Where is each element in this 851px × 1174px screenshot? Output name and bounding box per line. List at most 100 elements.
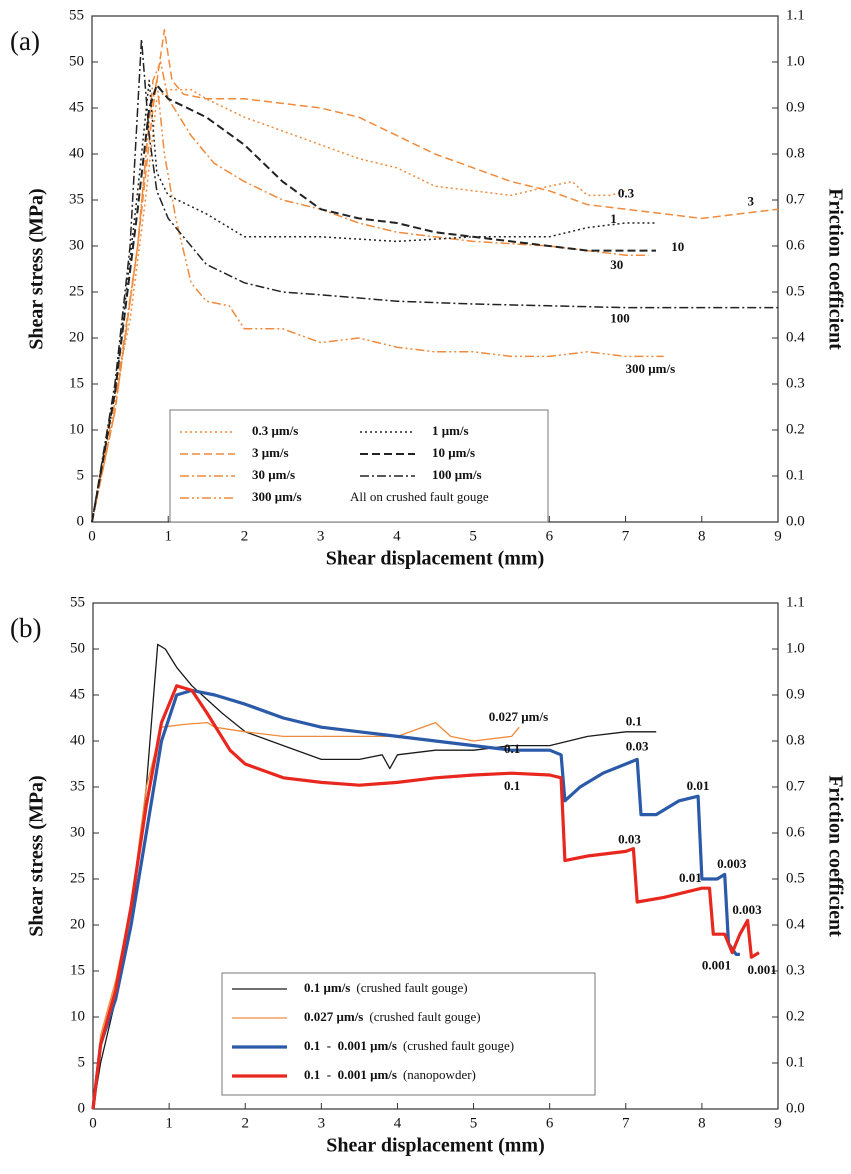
y2-tick-label: 0.6 <box>786 824 805 840</box>
y-tick-label: 45 <box>70 686 85 702</box>
y2-tick-label: 0.2 <box>786 1008 805 1024</box>
x-tick-label: 7 <box>622 528 630 544</box>
x-tick-label: 9 <box>774 1115 782 1131</box>
x-tick-label: 3 <box>317 528 325 544</box>
y-tick-label: 10 <box>70 1008 85 1024</box>
annotation: 300 μm/s <box>626 361 676 376</box>
y-tick-label: 0 <box>78 1100 86 1116</box>
x-tick-label: 6 <box>546 1115 554 1131</box>
annotation: 0.003 <box>732 902 762 917</box>
legend-label: 0.027 μm/s <box>304 1009 363 1024</box>
legend-label: 0.1 μm/s <box>304 980 350 995</box>
y2-tick-label: 0.9 <box>786 99 805 115</box>
annotation: 3 <box>748 194 755 209</box>
y-tick-label: 25 <box>69 283 84 299</box>
legend-label: 10 μm/s <box>432 445 475 460</box>
annotation: 0.003 <box>717 856 747 871</box>
y2-tick-label: 0.2 <box>786 421 805 437</box>
legend-note: (crushed fault gouge) <box>356 980 467 995</box>
y2-tick-label: 0.3 <box>786 962 805 978</box>
annotation: 1 <box>610 211 617 226</box>
y-tick-label: 30 <box>69 237 84 253</box>
legend-box <box>169 409 549 523</box>
series-line <box>91 79 664 523</box>
legend-label: 0.1 - 0.001 μm/s <box>304 1067 397 1082</box>
y-tick-label: 55 <box>69 7 84 23</box>
annotation: 0.03 <box>618 831 641 846</box>
x-tick-label: 0 <box>89 1115 97 1131</box>
panel: (a)0 1 2 3 4 5 6 7 8 905101520253035404550550.00.… <box>10 7 846 569</box>
y2-tick-label: 0.9 <box>786 686 805 702</box>
y2-tick-label: 0.3 <box>786 375 805 391</box>
panel: (b)0 1 2 3 4 5 6 7 8 905101520253035404550550.00.… <box>10 594 846 1156</box>
annotation: 0.1 <box>626 714 642 729</box>
y2-tick-label: 0.0 <box>786 1100 805 1116</box>
annotation: 0.3 <box>618 185 635 200</box>
x-tick-label: 8 <box>698 1115 706 1131</box>
x-tick-label: 7 <box>622 1115 630 1131</box>
annotation: 0.1 <box>504 778 520 793</box>
x-tick-label: 5 <box>469 528 477 544</box>
x-tick-label: 3 <box>318 1115 326 1131</box>
y-tick-label: 50 <box>69 53 84 69</box>
x-tick-label: 6 <box>546 528 554 544</box>
annotation: 30 <box>610 257 623 272</box>
annotation: 0.001 <box>748 962 777 977</box>
panel-label: (b) <box>10 613 41 643</box>
x-tick-label: 9 <box>774 528 782 544</box>
series-line <box>91 29 779 523</box>
y-tick-label: 55 <box>70 594 85 610</box>
annotation: 0.01 <box>679 870 702 885</box>
y2-tick-label: 0.1 <box>786 467 805 483</box>
annotation: 0.027 μm/s <box>489 709 548 724</box>
y-axis-label: Shear stress (MPa) <box>26 188 48 349</box>
y2-tick-label: 0.8 <box>786 732 805 748</box>
annotation: 10 <box>671 239 684 254</box>
x-tick-label: 4 <box>394 1115 402 1131</box>
x-tick-label: 2 <box>241 528 249 544</box>
legend-label: 3 μm/s <box>252 445 289 460</box>
y2-tick-label: 0.5 <box>786 870 805 886</box>
legend-label: 100 μm/s <box>432 467 482 482</box>
x-axis-label: Shear displacement (mm) <box>326 1135 545 1157</box>
x-tick-label: 1 <box>164 528 172 544</box>
annotation: 0.01 <box>687 778 710 793</box>
y2-tick-label: 0.6 <box>786 237 805 253</box>
y-tick-label: 40 <box>70 732 85 748</box>
legend-label: 0.1 - 0.001 μm/s <box>304 1038 397 1053</box>
y-tick-label: 10 <box>69 421 84 437</box>
y2-tick-label: 1.0 <box>786 53 805 69</box>
y-tick-label: 20 <box>70 916 85 932</box>
legend-note: (crushed fault gouge) <box>369 1009 480 1024</box>
y2-axis-label: Friction coefficient <box>824 188 846 350</box>
y-tick-label: 0 <box>77 513 85 529</box>
y2-tick-label: 1.1 <box>786 7 805 23</box>
series-line <box>91 88 626 523</box>
series-line <box>91 61 649 523</box>
y-tick-label: 35 <box>70 778 85 794</box>
legend-note: (crushed fault gouge) <box>403 1038 514 1053</box>
y-tick-label: 15 <box>70 962 85 978</box>
y2-tick-label: 0.7 <box>786 778 805 794</box>
legend-note: (nanopowder) <box>403 1067 476 1082</box>
legend-label: 300 μm/s <box>252 489 302 504</box>
y-axis-label: Shear stress (MPa) <box>26 775 48 936</box>
x-tick-label: 4 <box>393 528 401 544</box>
annotation: 0.1 <box>504 741 520 756</box>
x-tick-label: 0 <box>88 528 96 544</box>
x-tick-label: 2 <box>241 1115 249 1131</box>
y2-tick-label: 0.4 <box>786 329 805 345</box>
panel-label: (a) <box>10 26 40 56</box>
legend-label: 1 μm/s <box>432 423 469 438</box>
x-tick-label: 1 <box>165 1115 173 1131</box>
y2-tick-label: 1.1 <box>786 594 805 610</box>
y2-tick-label: 0.8 <box>786 145 805 161</box>
annotation: 0.03 <box>626 738 649 753</box>
series-line <box>91 84 656 523</box>
y2-tick-label: 0.5 <box>786 283 805 299</box>
y2-axis-label: Friction coefficient <box>824 775 846 937</box>
legend-label: 30 μm/s <box>252 467 295 482</box>
y2-tick-label: 1.0 <box>786 640 805 656</box>
y-tick-label: 35 <box>69 191 84 207</box>
